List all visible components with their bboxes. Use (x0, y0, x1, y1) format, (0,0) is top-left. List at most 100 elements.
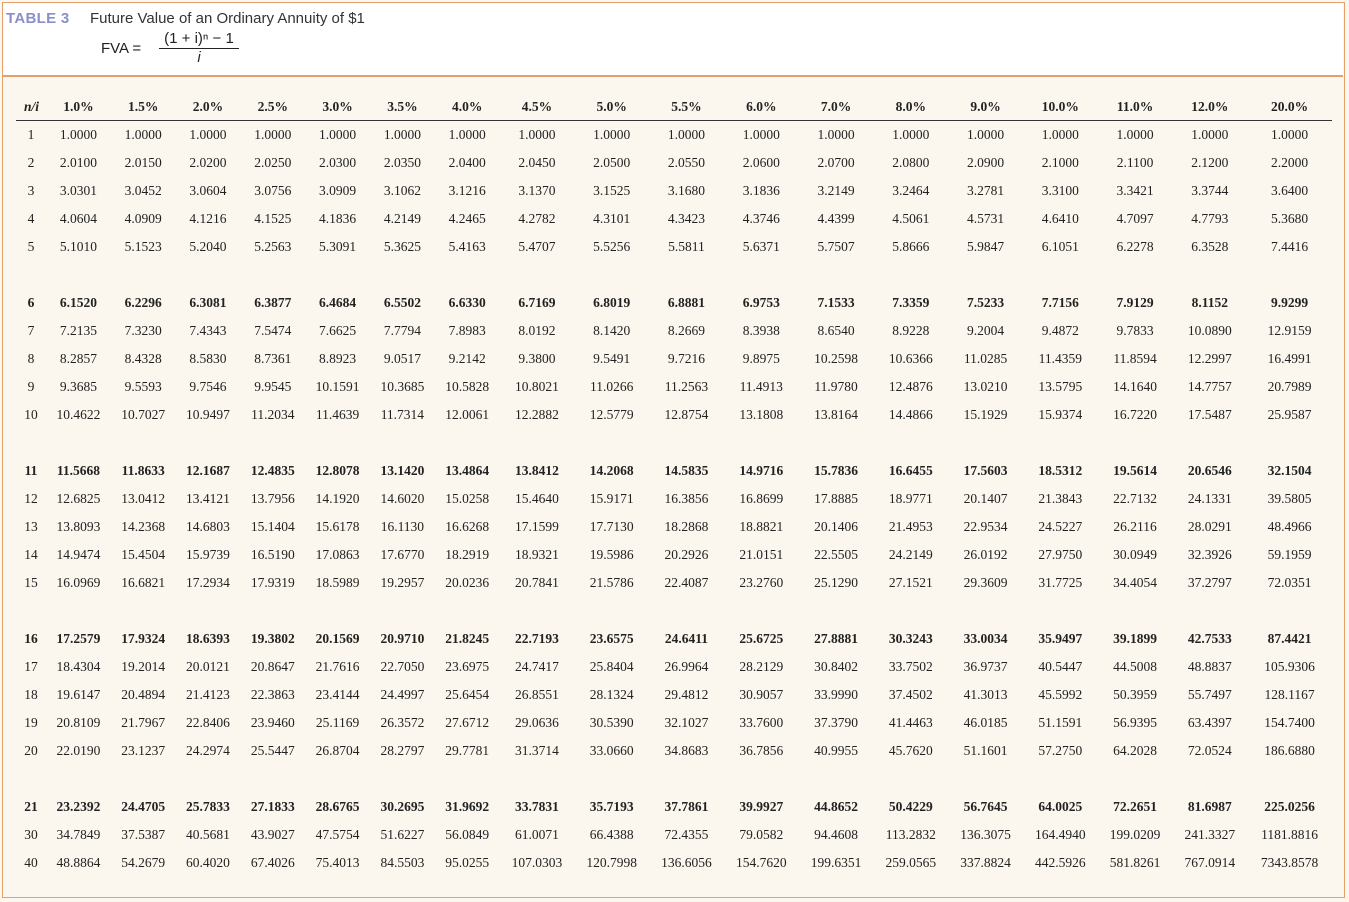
value-cell: 94.4608 (814, 827, 858, 842)
value-cell: 10.6366 (888, 351, 933, 366)
table-row: 40 48.8864 54.2679 60.4020 67.4026 75.4013 84.… (16, 849, 1332, 877)
value-cell: 87.4421 (1267, 631, 1312, 646)
column-header: 3.5% (369, 94, 435, 121)
value-cell: 23.6575 (589, 631, 634, 646)
value-cell: 9.4872 (1041, 323, 1079, 338)
value-cell: 11.8594 (1113, 351, 1157, 366)
value-cell: 4.6410 (1041, 211, 1079, 226)
value-cell: 9.2142 (448, 351, 486, 366)
value-cell: 128.1167 (1264, 687, 1315, 702)
value-cell: 50.4229 (888, 799, 933, 814)
value-cell: 7.5233 (966, 295, 1005, 310)
table-row: 17 18.4304 19.2014 20.0121 20.8647 21.7616 22.… (16, 653, 1332, 681)
period-cell: 14 (24, 547, 38, 562)
value-cell: 3.0604 (189, 183, 227, 198)
value-cell: 10.1591 (315, 379, 360, 394)
value-cell: 20.1569 (315, 631, 360, 646)
value-cell: 14.4866 (888, 407, 933, 422)
value-cell: 13.0210 (963, 379, 1008, 394)
period-cell: 19 (24, 715, 38, 730)
table-title: Future Value of an Ordinary Annuity of $… (90, 10, 365, 27)
table-row: 16 17.2579 17.9324 18.6393 19.3802 20.1569 20.… (16, 625, 1332, 653)
value-cell: 6.7169 (518, 295, 556, 310)
value-cell: 37.4502 (888, 687, 933, 702)
value-cell: 50.3959 (1113, 687, 1158, 702)
value-cell: 28.1324 (589, 687, 634, 702)
value-cell: 5.4163 (448, 239, 486, 254)
value-cell: 14.1640 (1113, 379, 1158, 394)
value-cell: 19.6147 (56, 687, 101, 702)
value-cell: 15.9171 (589, 491, 634, 506)
value-cell: 2.1200 (1191, 155, 1229, 170)
value-cell: 120.7998 (586, 855, 638, 870)
value-cell: 13.1808 (739, 407, 784, 422)
value-cell: 3.0909 (319, 183, 357, 198)
value-cell: 3.3744 (1191, 183, 1229, 198)
value-cell: 22.3863 (250, 687, 295, 702)
value-cell: 2.0350 (383, 155, 421, 170)
value-cell: 20.8109 (56, 715, 101, 730)
value-cell: 23.2392 (56, 799, 101, 814)
value-cell: 1.0000 (1271, 127, 1309, 142)
value-cell: 2.0500 (593, 155, 631, 170)
value-cell: 6.8019 (593, 295, 631, 310)
value-cell: 24.2149 (888, 547, 933, 562)
value-cell: 84.5503 (380, 855, 425, 870)
value-cell: 12.4835 (250, 463, 295, 478)
column-header: 12.0% (1172, 94, 1248, 121)
value-cell: 16.0969 (56, 575, 101, 590)
value-cell: 1.0000 (1116, 127, 1154, 142)
value-cell: 4.5731 (966, 211, 1005, 226)
value-cell: 47.5754 (315, 827, 360, 842)
value-cell: 9.9299 (1271, 295, 1309, 310)
value-cell: 1.0000 (593, 127, 631, 142)
period-cell: 9 (27, 379, 35, 394)
value-cell: 8.2669 (667, 323, 706, 338)
value-cell: 20.9710 (380, 631, 425, 646)
value-cell: 2.0250 (254, 155, 292, 170)
value-cell: 10.4622 (56, 407, 101, 422)
value-cell: 136.3075 (960, 827, 1011, 842)
value-cell: 18.2868 (664, 519, 709, 534)
value-cell: 7.3230 (124, 323, 162, 338)
value-cell: 1181.8816 (1261, 827, 1319, 842)
formula-fraction: (1 + i)ⁿ − 1 i (157, 29, 241, 67)
value-cell: 40.5447 (1038, 659, 1083, 674)
value-cell: 5.7507 (817, 239, 855, 254)
value-cell: 7.8983 (448, 323, 486, 338)
value-cell: 10.3685 (380, 379, 425, 394)
value-cell: 5.5811 (668, 239, 705, 254)
value-cell: 56.0849 (445, 827, 490, 842)
value-cell: 2.0450 (518, 155, 556, 170)
value-cell: 13.4121 (186, 491, 230, 506)
value-cell: 154.7620 (735, 855, 787, 870)
value-cell: 12.6825 (56, 491, 101, 506)
value-cell: 37.2797 (1187, 575, 1232, 590)
column-header: 3.0% (305, 94, 370, 121)
value-cell: 6.1520 (59, 295, 97, 310)
value-cell: 3.6400 (1271, 183, 1309, 198)
value-cell: 11.4359 (1038, 351, 1082, 366)
value-cell: 1.0000 (319, 127, 357, 142)
value-cell: 26.9964 (664, 659, 709, 674)
value-cell: 21.7967 (121, 715, 166, 730)
value-cell: 3.1680 (667, 183, 706, 198)
value-cell: 3.3421 (1116, 183, 1154, 198)
value-cell: 11.2563 (664, 379, 709, 394)
value-cell: 25.1169 (315, 715, 360, 730)
value-cell: 30.2695 (380, 799, 425, 814)
value-cell: 241.3327 (1184, 827, 1236, 842)
value-cell: 14.7757 (1187, 379, 1232, 394)
period-cell: 7 (27, 323, 35, 338)
value-cell: 25.6725 (739, 631, 784, 646)
value-cell: 15.1404 (250, 519, 295, 534)
value-cell: 56.7645 (963, 799, 1008, 814)
value-cell: 1.0000 (124, 127, 162, 142)
value-cell: 67.4026 (250, 855, 295, 870)
column-header: 4.5% (499, 94, 575, 121)
value-cell: 51.1601 (963, 743, 1008, 758)
value-cell: 1.0000 (817, 127, 855, 142)
value-cell: 24.2974 (186, 743, 230, 758)
value-cell: 16.8699 (739, 491, 784, 506)
value-cell: 31.3714 (515, 743, 559, 758)
